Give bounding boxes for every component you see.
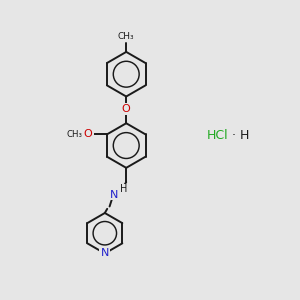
Text: HCl: HCl xyxy=(206,129,228,142)
Text: O: O xyxy=(84,129,93,140)
Text: N: N xyxy=(100,248,109,258)
Text: O: O xyxy=(122,104,130,114)
Text: · H: · H xyxy=(228,129,249,142)
Text: N: N xyxy=(110,190,118,200)
Text: H: H xyxy=(120,184,127,194)
Text: CH₃: CH₃ xyxy=(66,130,82,139)
Text: CH₃: CH₃ xyxy=(118,32,134,41)
